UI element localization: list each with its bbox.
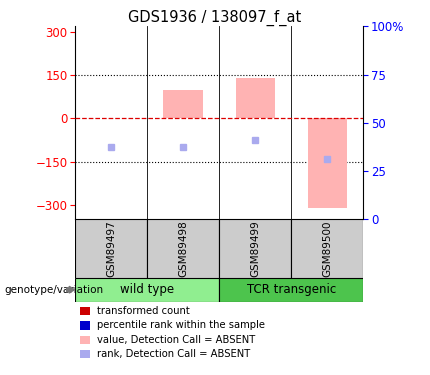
Bar — [219, 219, 292, 278]
Bar — [75, 219, 147, 278]
Bar — [219, 278, 363, 302]
Text: TCR transgenic: TCR transgenic — [247, 283, 336, 296]
Text: GSM89499: GSM89499 — [250, 220, 260, 277]
Text: percentile rank within the sample: percentile rank within the sample — [97, 321, 265, 330]
Text: GSM89500: GSM89500 — [322, 220, 332, 277]
Text: GSM89498: GSM89498 — [178, 220, 188, 277]
Text: genotype/variation: genotype/variation — [4, 285, 104, 295]
Text: GDS1936 / 138097_f_at: GDS1936 / 138097_f_at — [129, 9, 301, 26]
Bar — [236, 78, 275, 118]
Text: transformed count: transformed count — [97, 306, 190, 316]
Text: GSM89497: GSM89497 — [106, 220, 116, 277]
Text: wild type: wild type — [120, 283, 174, 296]
Bar — [163, 90, 203, 118]
Text: rank, Detection Call = ABSENT: rank, Detection Call = ABSENT — [97, 349, 250, 359]
Bar — [147, 219, 219, 278]
Bar — [75, 278, 219, 302]
Bar — [307, 118, 347, 208]
Text: value, Detection Call = ABSENT: value, Detection Call = ABSENT — [97, 335, 255, 345]
Bar — [292, 219, 363, 278]
